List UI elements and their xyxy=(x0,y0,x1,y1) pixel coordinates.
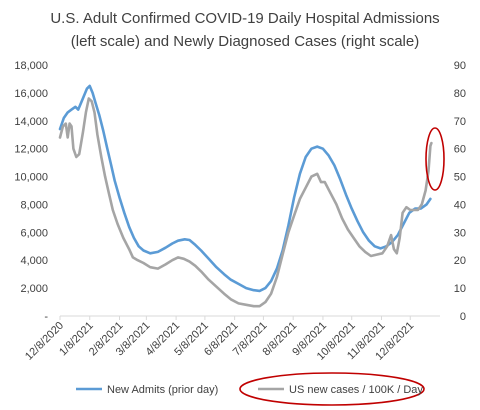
y-axis-right: 0 10 20 30 40 50 60 70 80 90 xyxy=(454,60,466,323)
y-left-tick-label: - xyxy=(44,311,48,323)
y-left-tick-label: 4,000 xyxy=(20,255,48,267)
y-right-tick-label: 10 xyxy=(454,283,466,295)
chart-title-line-1: U.S. Adult Confirmed COVID-19 Daily Hosp… xyxy=(50,10,439,27)
plot-area xyxy=(58,84,433,308)
annotation-ellipse-legend xyxy=(239,372,425,406)
series-line-new-cases xyxy=(58,97,433,308)
y-right-tick-label: 90 xyxy=(454,60,466,72)
y-left-tick-label: 14,000 xyxy=(14,116,48,128)
y-left-tick-label: 2,000 xyxy=(20,283,48,295)
legend-label-new-cases: US new cases / 100K / Day xyxy=(289,384,423,396)
chart-title-line-2: (left scale) and Newly Diagnosed Cases (… xyxy=(71,33,419,50)
y-left-tick-label: 18,000 xyxy=(14,60,48,72)
x-axis: 12/8/20201/8/20212/8/20213/8/20214/8/202… xyxy=(23,316,416,363)
y-left-tick-label: 6,000 xyxy=(20,227,48,239)
y-right-tick-label: 50 xyxy=(454,172,466,184)
legend: New Admits (prior day) US new cases / 100… xyxy=(76,384,423,396)
legend-label-new-admits: New Admits (prior day) xyxy=(107,384,218,396)
x-tick-label: 12/8/2020 xyxy=(23,320,66,363)
y-left-tick-label: 16,000 xyxy=(14,88,48,100)
y-right-tick-label: 0 xyxy=(460,311,466,323)
y-right-tick-label: 70 xyxy=(454,116,466,128)
y-right-tick-label: 60 xyxy=(454,144,466,156)
annotation-ellipse-latest xyxy=(425,127,445,191)
y-left-tick-label: 10,000 xyxy=(14,172,48,184)
y-right-tick-label: 20 xyxy=(454,255,466,267)
y-right-tick-label: 40 xyxy=(454,199,466,211)
y-left-tick-label: 8,000 xyxy=(20,199,48,211)
series-line-new-admits xyxy=(58,84,432,293)
y-right-tick-label: 80 xyxy=(454,88,466,100)
annotations xyxy=(239,127,445,406)
y-right-tick-label: 30 xyxy=(454,227,466,239)
y-left-tick-label: 12,000 xyxy=(14,144,48,156)
y-axis-left: - 2,000 4,000 6,000 8,000 10,000 12,000 14,000 1… xyxy=(14,60,48,323)
